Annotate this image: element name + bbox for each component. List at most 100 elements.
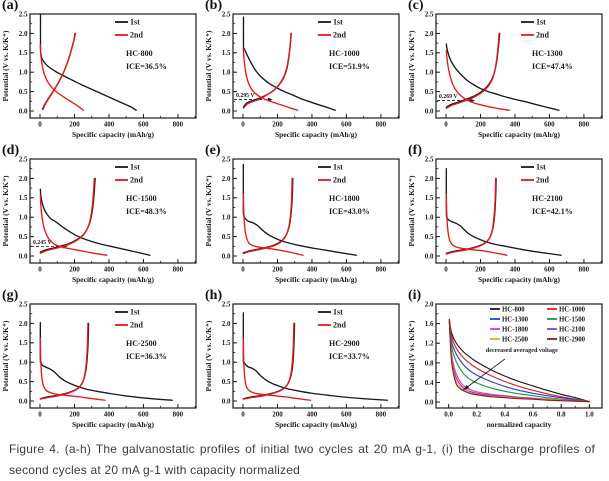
series-1st-discharge xyxy=(242,163,358,256)
legend-label-2nd: 2nd xyxy=(130,176,143,185)
panel-g: (g) 0 200 400 600 800 0.0 0.5 1.0 1.5 2.0 2.5 Speci… xyxy=(0,288,203,435)
legend-label-2nd: 2nd xyxy=(536,31,549,40)
y-tick-label: 0.5 xyxy=(425,88,434,96)
y-tick-label: 1.0 xyxy=(222,214,231,222)
y-tick-label: 0.0 xyxy=(19,107,28,115)
series-1st-discharge xyxy=(242,312,389,401)
chart-b: 0 200 400 600 800 0.0 0.5 1.0 1.5 2.0 2.5 Specific … xyxy=(204,10,400,139)
x-tick-label: 200 xyxy=(475,266,486,274)
y-axis-label: Potential (V vs. K/K⁺) xyxy=(1,30,10,101)
series-2nd-discharge xyxy=(242,193,304,256)
x-tick-label: 600 xyxy=(341,121,352,129)
panel-c: (c) 0 200 400 600 800 0.0 0.5 1.0 1.5 2.0 2.5 Speci… xyxy=(406,0,609,145)
plot-frame xyxy=(29,158,197,264)
y-tick-label: 2.0 xyxy=(19,175,28,183)
panel-a: (a) 0 200 400 600 800 0.0 0.5 1.0 1.5 2.0 2.5 Speci… xyxy=(0,0,203,145)
y-tick-label: 1.5 xyxy=(19,49,28,57)
y-tick-label: 1.2 xyxy=(425,340,434,348)
legend-label-HC-1500: HC-1500 xyxy=(559,317,586,324)
x-tick-label: 200 xyxy=(272,266,283,274)
x-tick-label: 1.0 xyxy=(585,411,594,419)
sample-name: HC-1000 xyxy=(329,49,360,58)
legend-label-1st: 1st xyxy=(130,18,140,27)
figure-caption: Figure 4. (a-h) The galvanostatic profil… xyxy=(9,442,595,477)
x-axis-label: Specific capacity (mAh/g) xyxy=(275,130,358,139)
y-tick-label: 0.0 xyxy=(425,399,434,407)
y-tick-label: 1.0 xyxy=(425,214,434,222)
sample-name: HC-2500 xyxy=(126,339,157,348)
x-axis-label: Specific capacity (mAh/g) xyxy=(72,130,155,139)
series-1st-charge xyxy=(41,32,76,110)
x-axis-label: Specific capacity (mAh/g) xyxy=(478,130,561,139)
series-2nd-charge xyxy=(39,322,89,400)
x-tick-label: 200 xyxy=(475,121,486,129)
y-tick-label: 2.5 xyxy=(19,300,28,308)
y-tick-label: 1.5 xyxy=(222,194,231,202)
x-tick-label: 600 xyxy=(138,266,149,274)
y-axis-label: Potential (V vs. K/K⁺) xyxy=(407,30,416,101)
ice-value: ICE=48.3% xyxy=(126,207,167,216)
x-tick-label: 800 xyxy=(579,266,590,274)
plot-frame xyxy=(232,303,400,409)
y-axis-label: Potential (V vs. K/K⁺) xyxy=(1,320,10,391)
legend-label-HC-2500: HC-2500 xyxy=(502,337,529,344)
series-2nd-discharge xyxy=(39,44,85,111)
chart-i: 0.0 0.2 0.4 0.6 0.8 1.0 0.0 0.4 0.8 1.2 1.6 2.0 norm… xyxy=(407,300,603,429)
sample-name: HC-1800 xyxy=(329,194,360,203)
x-tick-label: 600 xyxy=(138,121,149,129)
y-tick-label: 2.0 xyxy=(425,300,434,308)
chart-h: 0 200 400 600 800 0.0 0.5 1.0 1.5 2.0 2.5 Specific … xyxy=(204,300,400,429)
y-tick-label: 1.0 xyxy=(222,69,231,77)
y-tick-label: 2.0 xyxy=(425,175,434,183)
panel-label-h: (h) xyxy=(205,288,223,303)
sample-name: HC-1300 xyxy=(532,49,563,58)
series-HC-2900 xyxy=(448,319,590,403)
series-2nd-discharge xyxy=(39,337,106,401)
x-tick-label: 400 xyxy=(307,266,318,274)
x-tick-label: 400 xyxy=(510,121,521,129)
y-tick-label: 1.0 xyxy=(19,69,28,77)
y-axis-label: Potential (V vs. K/K⁺) xyxy=(204,320,213,391)
subplot-grid: (a) 0 200 400 600 800 0.0 0.5 1.0 1.5 2.0 2.5 Speci… xyxy=(0,0,609,435)
legend-label-1st: 1st xyxy=(130,163,140,172)
panel-label-c: (c) xyxy=(408,0,424,13)
legend-label-2nd: 2nd xyxy=(333,31,346,40)
ice-value: ICE=36.5% xyxy=(126,62,167,71)
x-tick-label: 800 xyxy=(376,121,387,129)
y-tick-label: 0.8 xyxy=(425,359,434,367)
series-1st-discharge xyxy=(445,168,562,256)
x-tick-label: 800 xyxy=(376,266,387,274)
x-tick-label: 800 xyxy=(579,121,590,129)
series-2nd-discharge xyxy=(242,47,299,111)
y-tick-label: 2.0 xyxy=(19,30,28,38)
legend-label-1st: 1st xyxy=(536,18,546,27)
x-axis-label: Specific capacity (mAh/g) xyxy=(72,275,155,284)
y-axis-label: Potential (V vs. K/K⁺) xyxy=(407,320,416,391)
y-tick-label: 2.5 xyxy=(19,155,28,163)
y-tick-label: 1.5 xyxy=(425,194,434,202)
x-tick-label: 600 xyxy=(138,411,149,419)
y-tick-label: 2.5 xyxy=(222,300,231,308)
x-tick-label: 800 xyxy=(173,121,184,129)
panel-label-f: (f) xyxy=(408,143,422,158)
legend-label-2nd: 2nd xyxy=(130,31,143,40)
y-tick-label: 0.0 xyxy=(222,252,231,260)
x-tick-label: 200 xyxy=(69,121,80,129)
y-tick-label: 0.0 xyxy=(19,252,28,260)
y-tick-label: 0.0 xyxy=(222,397,231,405)
y-tick-label: 1.0 xyxy=(425,69,434,77)
x-tick-label: 400 xyxy=(307,121,318,129)
legend-label-2nd: 2nd xyxy=(333,321,346,330)
y-tick-label: 2.0 xyxy=(222,320,231,328)
legend-label-2nd: 2nd xyxy=(333,176,346,185)
y-tick-label: 2.5 xyxy=(425,10,434,18)
legend-label-HC-1300: HC-1300 xyxy=(502,317,529,324)
series-2nd-charge xyxy=(445,177,497,255)
legend-label-HC-1000: HC-1000 xyxy=(559,307,586,314)
x-tick-label: 0 xyxy=(38,411,42,419)
y-tick-label: 2.5 xyxy=(222,10,231,18)
chart-f: 0 200 400 600 800 0.0 0.5 1.0 1.5 2.0 2.5 Specific … xyxy=(407,155,603,284)
series-1st-charge xyxy=(242,322,296,400)
chart-c: 0 200 400 600 800 0.0 0.5 1.0 1.5 2.0 2.5 Specific … xyxy=(407,10,603,139)
